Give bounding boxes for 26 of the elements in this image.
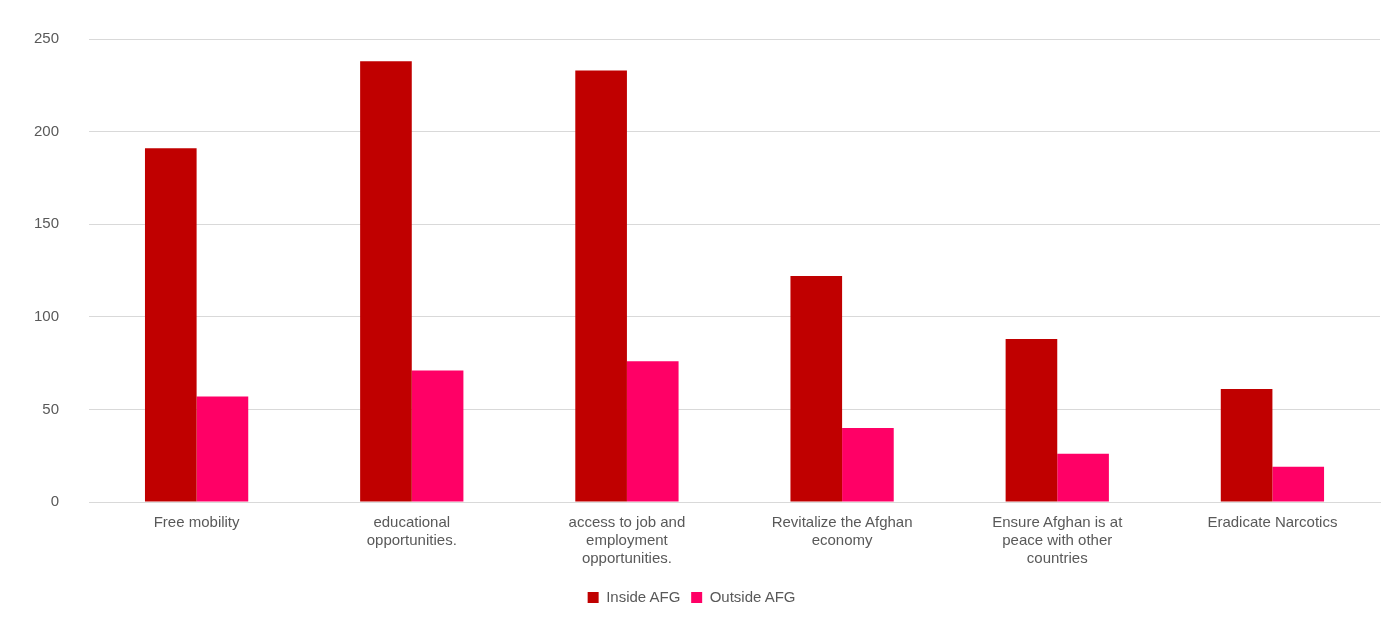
bar: [411, 370, 464, 502]
bar: [1005, 339, 1058, 502]
bar: [144, 148, 197, 502]
y-tick-label: 150: [34, 214, 60, 232]
bar: [842, 427, 894, 502]
bar: [790, 276, 843, 502]
bar: [360, 61, 412, 502]
bar: [1057, 453, 1109, 502]
x-tick-label: Ensure Afghan is at peace with other countries: [992, 513, 1124, 567]
bar: [1220, 389, 1273, 502]
x-tick-label: Eradicate Narcotics: [1207, 513, 1338, 531]
x-tick-label: educational opportunities.: [366, 513, 457, 549]
bar: [1272, 466, 1325, 502]
y-tick-label: 200: [34, 121, 60, 139]
x-tick-label: access to job and employment opportunities.: [568, 513, 686, 567]
y-tick-label: 0: [50, 492, 60, 510]
bar: [196, 396, 249, 502]
bar: [626, 361, 679, 502]
y-tick-label: 100: [34, 306, 60, 324]
legend-label: Inside AFG: [606, 587, 681, 605]
legend-label: Outside AFG: [709, 587, 796, 605]
x-tick-label: Free mobility: [153, 513, 241, 531]
bar: [575, 70, 627, 502]
x-tick-label: Revitalize the Afghan economy: [771, 513, 913, 549]
y-tick-label: 250: [34, 29, 60, 47]
y-tick-label: 50: [42, 399, 60, 417]
